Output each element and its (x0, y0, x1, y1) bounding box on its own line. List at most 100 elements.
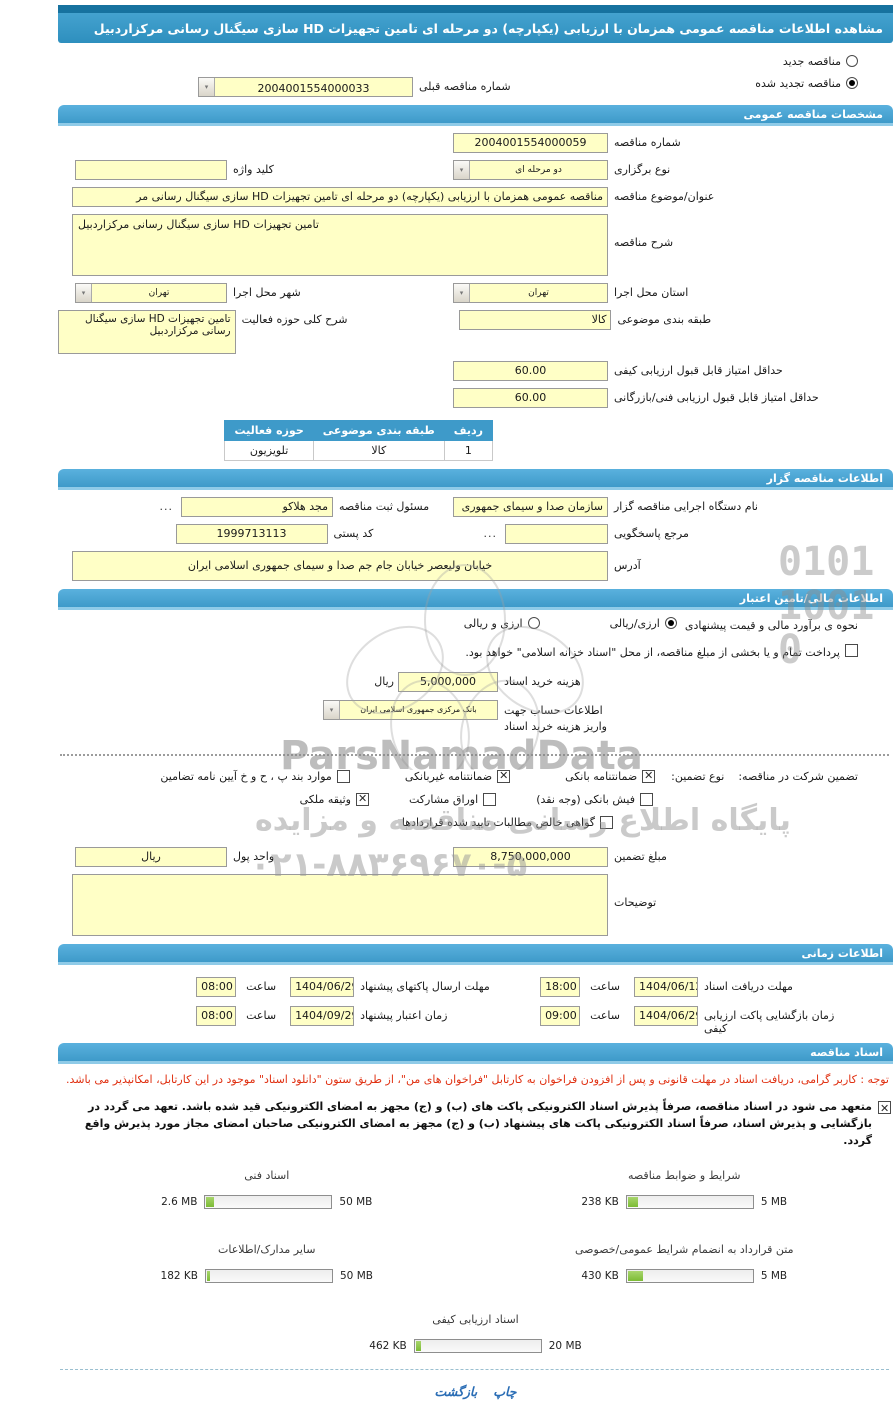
currency-and-rial-radio[interactable] (527, 617, 540, 629)
previous-tender-number-value: 2004001554000033 (257, 82, 370, 95)
upload-max-size: 50 MB (340, 1270, 373, 1283)
contact-label: مرجع پاسخگویی (614, 527, 689, 540)
upload-current-size: 182 KB (160, 1270, 198, 1283)
category-table: ردیف طبقه بندی موضوعی حوزه فعالیت 1 کالا… (224, 420, 494, 461)
keyword-label: کلید واژه (233, 163, 274, 176)
guarantee-option[interactable]: گواهی خالص مطالبات تایید شده قراردادها (402, 815, 613, 829)
province-select[interactable]: تهران ▾ (453, 283, 608, 303)
upload-terms: شرایط و ضوابط مناقصه 238 KB 5 MB (476, 1169, 894, 1210)
bylaw-items-checkbox[interactable] (336, 769, 350, 783)
treasury-checkbox[interactable] (845, 644, 858, 657)
chevron-down-icon[interactable]: ▾ (454, 284, 470, 302)
city-select[interactable]: تهران ▾ (75, 283, 227, 303)
address-label: آدرس (614, 559, 641, 572)
tender-number-field: 2004001554000059 (453, 133, 608, 153)
renewed-tender-radio[interactable] (846, 77, 858, 89)
renewed-tender-label: مناقصه تجدید شده (755, 77, 841, 90)
upload-technical: اسناد فنی 2.6 MB 50 MB (58, 1169, 476, 1210)
previous-tender-number-select[interactable]: 2004001554000033 ▾ (198, 77, 413, 97)
guarantee-option[interactable]: فیش بانکی (وجه نقد) (536, 792, 653, 806)
footer-links: چاپ بازگشت (58, 1384, 893, 1399)
upload-contract: متن قرارداد به انضمام شرایط عمومی/خصوصی … (476, 1243, 894, 1284)
guarantee-option[interactable]: ضمانتنامه بانکی (565, 769, 656, 783)
account-row: اطلاعات حساب جهت واریز هزینه خرید اسناد … (58, 699, 608, 736)
guarantee-option[interactable]: موارد بند پ ، ح و خ آیین نامه تضامین (160, 769, 350, 783)
contact-field[interactable] (505, 524, 608, 544)
commitment-row: متعهد می شود در اسناد مناقصه، صرفاً پذیر… (60, 1098, 891, 1149)
rial-label: ارزی/ریالی (609, 617, 660, 630)
executive-org-field: سازمان صدا و سیمای جمهوری (453, 497, 608, 517)
property-collateral-checkbox[interactable] (356, 792, 369, 806)
doc-fee-currency-label: ریال (374, 674, 394, 688)
upload-row-3: اسناد ارزیابی کیفی 462 KB 20 MB (58, 1313, 893, 1354)
upload-current-size: 238 KB (581, 1196, 619, 1209)
cell-row-number: 1 (443, 440, 494, 461)
upload-terms-label: شرایط و ضوابط مناقصه (628, 1169, 741, 1183)
tender-number-label: شماره مناقصه (614, 136, 681, 149)
offer-validity-time: 08:00 (196, 1005, 237, 1026)
category-label: طبقه بندی موضوعی (617, 313, 712, 326)
contact-more-button[interactable]: ... (483, 527, 497, 540)
guarantee-amount-row: مبلغ تضمین 8,750,000,000 واحد پول ریال (58, 846, 858, 867)
guarantee-option[interactable]: اوراق مشارکت (409, 792, 497, 806)
upload-row-2: متن قرارداد به انضمام شرایط عمومی/خصوصی … (58, 1243, 894, 1284)
bank-guarantee-label: ضمانتنامه بانکی (565, 769, 638, 783)
address-row: آدرس خیابان ولیعصر خیابان جام جم صدا و س… (58, 551, 858, 581)
section-timing: اطلاعات زمانی (58, 943, 893, 965)
tender-number-row: شماره مناقصه 2004001554000059 (58, 133, 858, 153)
doc-fee-field: 5,000,000 (398, 671, 498, 692)
timing-row-1: مهلت دریافت اسناد 1404/06/12 ساعت 18:00 … (58, 976, 858, 997)
description-textarea[interactable]: تامین تجهیزات HD سازی سیگنال رسانی مرکزا… (72, 214, 608, 276)
hold-type-label: نوع برگزاری (614, 163, 671, 176)
registrar-more-button[interactable]: ... (159, 500, 173, 513)
subject-field[interactable]: مناقصه عمومی همزمان با ارزیابی (یکپارچه)… (72, 187, 608, 207)
location-row: استان محل اجرا تهران ▾ شهر محل اجرا تهرا… (58, 283, 858, 303)
bank-receipt-checkbox[interactable] (640, 792, 653, 806)
col-category: طبقه بندی موضوعی (312, 420, 445, 441)
guarantee-option[interactable]: ضمانتنامه غیربانکی (405, 769, 511, 783)
treasury-label: پرداخت تمام و یا بخشی از مبلغ مناقصه، از… (465, 646, 840, 659)
back-link[interactable]: بازگشت (434, 1384, 478, 1400)
chevron-down-icon[interactable]: ▾ (324, 700, 340, 719)
upload-max-size: 5 MB (760, 1270, 788, 1283)
new-tender-option[interactable]: مناقصه جدید (783, 55, 858, 68)
chevron-down-icon[interactable]: ▾ (454, 161, 470, 179)
bank-guarantee-checkbox[interactable] (642, 769, 656, 783)
renewed-tender-option[interactable]: مناقصه تجدید شده (643, 77, 858, 90)
chevron-down-icon[interactable]: ▾ (76, 284, 92, 302)
upload-terms-bar: 238 KB 5 MB (581, 1195, 787, 1210)
col-activity-area: حوزه فعالیت (224, 420, 314, 441)
previous-tender-number-label: شماره مناقصه قبلی (419, 80, 511, 93)
currency-and-rial-option[interactable]: ارزی و ریالی (464, 617, 540, 630)
rial-option[interactable]: ارزی/ریالی (610, 617, 677, 630)
offer-send-deadline-date: 1404/06/29 (290, 976, 355, 997)
guarantee-option[interactable]: وثیقه ملکی (300, 792, 369, 806)
new-tender-label: مناقصه جدید (782, 55, 841, 68)
new-tender-radio[interactable] (846, 55, 858, 67)
chevron-down-icon[interactable]: ▾ (199, 78, 215, 96)
print-link[interactable]: چاپ (493, 1384, 517, 1400)
estimate-method-label: نحوه ی برآورد مالی و قیمت پیشنهادی (684, 619, 858, 632)
currency-unit-field: ریال (75, 846, 227, 867)
agency-org-row: نام دستگاه اجرایی مناقصه گزار سازمان صدا… (58, 497, 858, 517)
participation-bonds-checkbox[interactable] (483, 792, 497, 806)
guarantee-type-row-3: گواهی خالص مطالبات تایید شده قراردادها (58, 815, 613, 829)
notes-textarea[interactable] (72, 873, 608, 936)
net-claims-checkbox[interactable] (600, 815, 613, 829)
upload-contract-label: متن قرارداد به انضمام شرایط عمومی/خصوصی (575, 1243, 794, 1257)
registrar-field: مجد هلاکو (181, 497, 333, 517)
hold-type-select[interactable]: دو مرحله ای ▾ (453, 160, 608, 180)
treasury-option[interactable]: پرداخت تمام و یا بخشی از مبلغ مناقصه، از… (358, 644, 858, 662)
offer-send-deadline-label: مهلت ارسال پاکتهای پیشنهاد (360, 979, 490, 993)
timing-row-2: زمان بازگشایی پاکت ارزیابی کیفی 1404/06/… (58, 1005, 858, 1035)
progress-fill (206, 1197, 214, 1208)
city-label: شهر محل اجرا (233, 286, 301, 299)
city-value: تهران (148, 288, 170, 298)
section-financial: اطلاعات مالی/تامین اعتبار (58, 589, 893, 610)
nonbank-guarantee-checkbox[interactable] (497, 769, 511, 783)
account-select[interactable]: بانک مرکزی جمهوری اسلامی ایران ▾ (323, 699, 498, 720)
rial-radio[interactable] (664, 617, 677, 629)
keyword-input[interactable] (75, 160, 227, 180)
participation-bonds-label: اوراق مشارکت (409, 792, 479, 806)
commitment-checkbox[interactable] (878, 1100, 891, 1117)
